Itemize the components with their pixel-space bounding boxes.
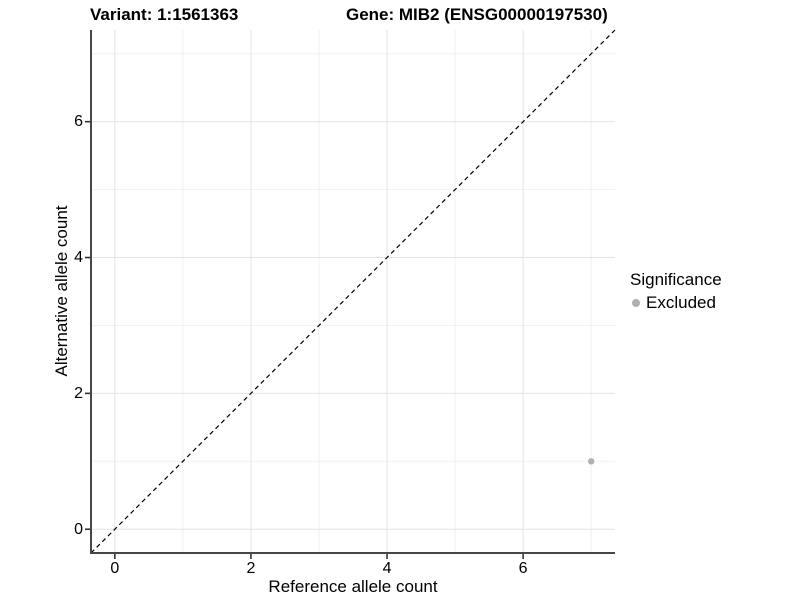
identity-line [90, 29, 616, 554]
x-tick-label: 4 [382, 560, 392, 577]
x-axis-title: Reference allele count [268, 577, 438, 596]
x-tick-label: 6 [518, 560, 528, 577]
x-tick-label: 0 [110, 560, 120, 577]
data-point [587, 458, 595, 465]
plot-title-variant: Variant: 1:1561363 [90, 5, 239, 24]
y-tick-label: 0 [74, 520, 83, 538]
legend-title: Significance [630, 270, 722, 289]
y-axis-title: Alternative allele count [52, 205, 71, 377]
legend-point-icon [632, 299, 640, 307]
y-tick-label: 4 [74, 249, 83, 267]
y-tick-label: 2 [74, 384, 83, 402]
plot-title-gene: Gene: MIB2 (ENSG00000197530) [346, 5, 608, 24]
y-tick-label: 6 [74, 113, 83, 131]
legend-item-label: Excluded [646, 293, 716, 312]
x-tick-label: 2 [246, 560, 256, 577]
legend: Significance Excluded [630, 270, 722, 313]
legend-item-excluded: Excluded [630, 293, 722, 313]
